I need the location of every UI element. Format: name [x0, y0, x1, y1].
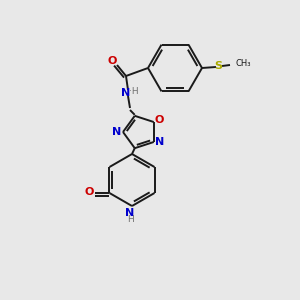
Text: N: N	[122, 88, 130, 98]
Text: O: O	[85, 187, 94, 197]
Text: N: N	[125, 208, 135, 218]
Text: O: O	[107, 56, 117, 66]
Text: N: N	[155, 137, 164, 147]
Text: N: N	[112, 127, 122, 137]
Text: CH₃: CH₃	[236, 59, 251, 68]
Text: H: H	[127, 215, 134, 224]
Text: O: O	[154, 115, 164, 125]
Text: S: S	[214, 61, 222, 71]
Text: ·H: ·H	[129, 88, 139, 97]
